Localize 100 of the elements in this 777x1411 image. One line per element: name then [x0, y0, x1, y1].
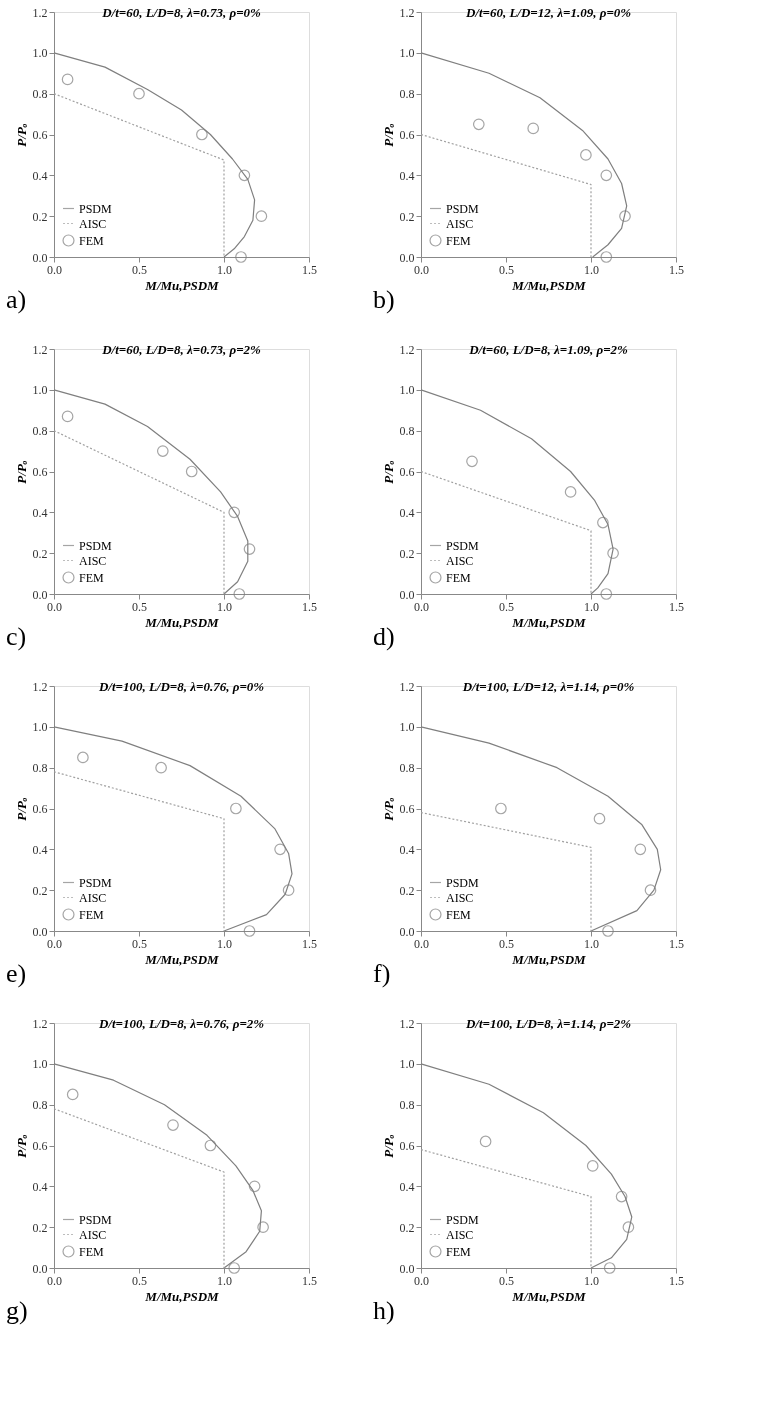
y-tick-label: 0.2 [32, 546, 48, 561]
text: d) [373, 622, 395, 651]
y-tick-label: 0.0 [399, 250, 415, 265]
y-tick-label: 1.2 [32, 342, 48, 357]
x-tick-label: 1.0 [217, 262, 232, 277]
y-tick-label: 0.0 [399, 587, 415, 602]
point [600, 251, 613, 263]
point [61, 410, 74, 423]
point [185, 465, 198, 478]
point [248, 1180, 261, 1193]
point [233, 588, 246, 600]
y-axis-title: P/Pₒ [13, 460, 29, 484]
legend-label: AISC [446, 553, 474, 568]
point [243, 925, 256, 937]
point [472, 118, 485, 131]
point [634, 843, 647, 856]
x-axis-title: M/Mu,PSDM [511, 277, 587, 293]
x-tick-label: 0.0 [414, 599, 429, 614]
x-tick-label: 0.0 [47, 1273, 62, 1288]
y-tick-label: 1.0 [32, 383, 48, 398]
point [597, 516, 609, 529]
y-tick-label: 0.2 [399, 1220, 415, 1235]
chart-title: D/t=60, L/D=12, λ=1.09, ρ=0% [464, 5, 632, 20]
point [607, 547, 619, 559]
x-tick-label: 0.5 [499, 1273, 514, 1288]
point [495, 802, 507, 815]
x-axis-title: M/Mu,PSDM [144, 1288, 220, 1304]
y-axis-title: P/Pₒ [380, 460, 396, 484]
x-axis-title: M/Mu,PSDM [144, 614, 220, 630]
point [602, 925, 614, 937]
legend-label: PSDM [79, 1212, 113, 1227]
point [615, 1190, 628, 1203]
point [228, 1262, 241, 1274]
point [66, 1088, 79, 1101]
legend-label: FEM [79, 233, 104, 248]
legend-label: AISC [79, 890, 107, 905]
y-tick-label: 0.8 [32, 761, 48, 776]
point [622, 1221, 635, 1233]
x-tick-label: 0.5 [499, 262, 514, 277]
y-tick-label: 1.0 [32, 46, 48, 61]
y-tick-label: 0.2 [32, 209, 48, 224]
x-tick-label: 1.0 [584, 262, 599, 277]
point [133, 87, 145, 100]
text: f) [373, 959, 391, 988]
y-tick-label: 0.2 [399, 546, 415, 561]
point [196, 128, 208, 141]
y-tick-label: 1.2 [32, 679, 48, 694]
x-tick-label: 0.0 [47, 599, 62, 614]
point [255, 210, 268, 222]
y-tick-label: 1.2 [399, 1016, 415, 1031]
y-tick-label: 0.4 [399, 168, 415, 183]
text: h) [373, 1296, 395, 1325]
legend-label: AISC [79, 553, 107, 568]
y-tick-label: 1.2 [399, 342, 415, 357]
y-tick-label: 0.0 [399, 1261, 415, 1276]
legend-label: PSDM [79, 538, 113, 553]
chart-title: D/t=100, L/D=12, λ=1.14, ρ=0% [461, 679, 635, 694]
point [619, 210, 631, 222]
point [230, 802, 242, 815]
legend-label: AISC [446, 1227, 474, 1242]
point [282, 884, 295, 896]
y-tick-label: 0.6 [399, 465, 415, 479]
x-tick-label: 1.5 [302, 599, 317, 614]
y-tick-label: 0.6 [399, 128, 415, 142]
y-axis-title: P/Pₒ [13, 797, 29, 821]
point [274, 843, 286, 856]
x-tick-label: 1.0 [217, 599, 232, 614]
x-tick-label: 0.0 [47, 936, 62, 951]
legend-label: PSDM [79, 201, 113, 216]
y-tick-label: 1.0 [399, 1057, 415, 1072]
y-tick-label: 0.0 [32, 1261, 48, 1276]
point [228, 506, 241, 519]
x-tick-label: 0.0 [414, 936, 429, 951]
x-axis-title: M/Mu,PSDM [511, 951, 587, 967]
y-tick-label: 1.2 [32, 5, 48, 20]
point [466, 455, 478, 468]
x-tick-label: 0.5 [132, 936, 147, 951]
legend-label: PSDM [446, 875, 480, 890]
y-tick-label: 1.0 [32, 1057, 48, 1072]
y-tick-label: 0.4 [399, 842, 415, 857]
legend-label: AISC [79, 216, 107, 231]
chart-title: D/t=60, L/D=8, λ=0.73, ρ=2% [101, 342, 262, 357]
legend-label: PSDM [79, 875, 113, 890]
x-tick-label: 0.5 [499, 936, 514, 951]
legend-label: FEM [446, 570, 471, 585]
legend-label: AISC [446, 216, 474, 231]
x-tick-label: 0.5 [132, 262, 147, 277]
x-tick-label: 1.0 [584, 936, 599, 951]
text: b) [373, 285, 395, 314]
legend-label: FEM [446, 907, 471, 922]
point [238, 169, 251, 182]
x-tick-label: 1.0 [217, 1273, 232, 1288]
x-tick-label: 0.5 [132, 1273, 147, 1288]
x-tick-label: 0.0 [414, 262, 429, 277]
point [257, 1221, 269, 1233]
y-tick-label: 0.8 [399, 87, 415, 102]
y-tick-label: 0.4 [32, 505, 48, 520]
chart-title: D/t=100, L/D=8, λ=0.76, ρ=0% [97, 679, 265, 694]
y-tick-label: 1.0 [399, 720, 415, 735]
legend-label: FEM [79, 907, 104, 922]
